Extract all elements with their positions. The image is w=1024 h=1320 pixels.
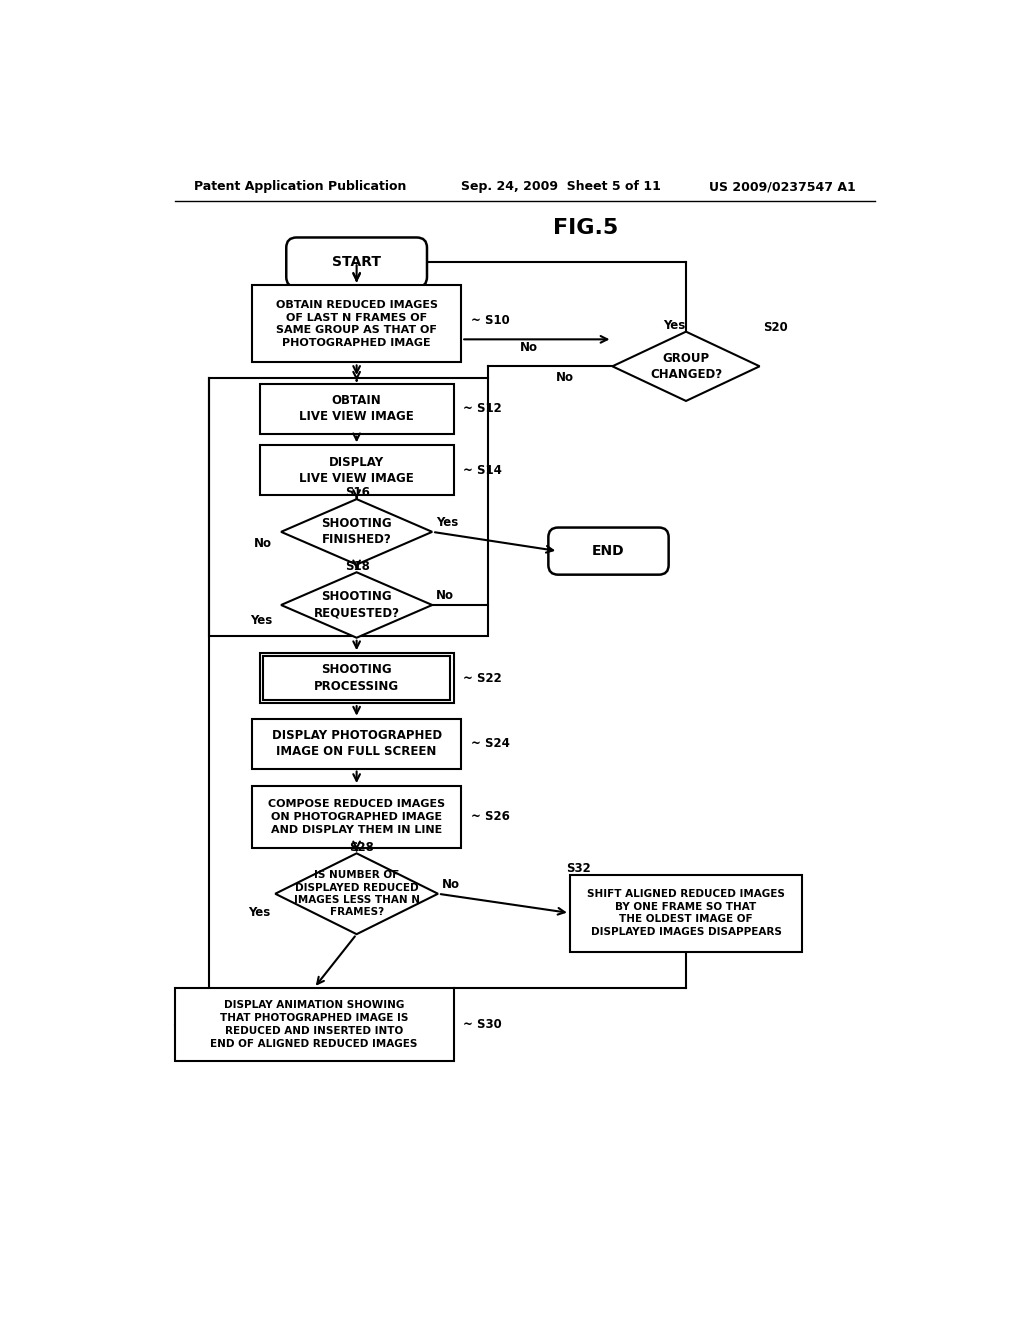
Text: SHOOTING
REQUESTED?: SHOOTING REQUESTED?	[313, 590, 399, 619]
Text: No: No	[436, 589, 454, 602]
Text: Sep. 24, 2009  Sheet 5 of 11: Sep. 24, 2009 Sheet 5 of 11	[461, 181, 662, 194]
Text: Yes: Yes	[248, 907, 270, 920]
FancyBboxPatch shape	[263, 656, 451, 700]
FancyBboxPatch shape	[260, 445, 454, 495]
FancyBboxPatch shape	[549, 528, 669, 574]
FancyBboxPatch shape	[252, 718, 461, 768]
Text: SHOOTING
PROCESSING: SHOOTING PROCESSING	[314, 664, 399, 693]
Text: S28: S28	[349, 841, 374, 854]
Text: S32: S32	[566, 862, 591, 875]
Text: No: No	[254, 537, 272, 550]
Text: DISPLAY ANIMATION SHOWING
THAT PHOTOGRAPHED IMAGE IS
REDUCED AND INSERTED INTO
E: DISPLAY ANIMATION SHOWING THAT PHOTOGRAP…	[210, 1001, 418, 1049]
Text: SHIFT ALIGNED REDUCED IMAGES
BY ONE FRAME SO THAT
THE OLDEST IMAGE OF
DISPLAYED : SHIFT ALIGNED REDUCED IMAGES BY ONE FRAM…	[587, 888, 785, 937]
FancyBboxPatch shape	[260, 653, 454, 704]
Text: S16: S16	[345, 487, 370, 499]
FancyBboxPatch shape	[252, 285, 461, 363]
Text: ~ S26: ~ S26	[471, 810, 509, 824]
FancyBboxPatch shape	[569, 875, 802, 952]
FancyBboxPatch shape	[260, 384, 454, 434]
Text: DISPLAY
LIVE VIEW IMAGE: DISPLAY LIVE VIEW IMAGE	[299, 455, 414, 484]
Text: ~ S30: ~ S30	[463, 1018, 502, 1031]
Text: GROUP
CHANGED?: GROUP CHANGED?	[650, 352, 722, 380]
Polygon shape	[275, 853, 438, 935]
Text: ~ S12: ~ S12	[463, 403, 502, 416]
Text: No: No	[519, 341, 538, 354]
Text: OBTAIN
LIVE VIEW IMAGE: OBTAIN LIVE VIEW IMAGE	[299, 393, 414, 424]
Text: OBTAIN REDUCED IMAGES
OF LAST N FRAMES OF
SAME GROUP AS THAT OF
PHOTOGRAPHED IMA: OBTAIN REDUCED IMAGES OF LAST N FRAMES O…	[275, 300, 437, 348]
Text: DISPLAY PHOTOGRAPHED
IMAGE ON FULL SCREEN: DISPLAY PHOTOGRAPHED IMAGE ON FULL SCREE…	[271, 729, 441, 759]
Text: Patent Application Publication: Patent Application Publication	[194, 181, 407, 194]
Text: COMPOSE REDUCED IMAGES
ON PHOTOGRAPHED IMAGE
AND DISPLAY THEM IN LINE: COMPOSE REDUCED IMAGES ON PHOTOGRAPHED I…	[268, 799, 445, 834]
Text: END: END	[592, 544, 625, 558]
Text: ~ S22: ~ S22	[463, 672, 502, 685]
Text: ~ S14: ~ S14	[463, 463, 502, 477]
Text: Yes: Yes	[436, 516, 459, 529]
Text: Yes: Yes	[663, 319, 685, 333]
Polygon shape	[281, 499, 432, 565]
Text: FIG.5: FIG.5	[553, 218, 617, 238]
Text: IS NUMBER OF
DISPLAYED REDUCED
IMAGES LESS THAN N
FRAMES?: IS NUMBER OF DISPLAYED REDUCED IMAGES LE…	[294, 870, 420, 917]
Text: SHOOTING
FINISHED?: SHOOTING FINISHED?	[322, 517, 392, 546]
FancyBboxPatch shape	[252, 785, 461, 847]
Text: No: No	[556, 371, 573, 384]
Text: No: No	[442, 878, 460, 891]
Polygon shape	[281, 573, 432, 638]
Text: S20: S20	[764, 321, 788, 334]
FancyBboxPatch shape	[174, 989, 454, 1061]
FancyBboxPatch shape	[287, 238, 427, 288]
Polygon shape	[612, 331, 760, 401]
Text: Yes: Yes	[250, 614, 272, 627]
Text: ~ S24: ~ S24	[471, 737, 509, 750]
Text: ~ S10: ~ S10	[471, 314, 509, 326]
Text: START: START	[332, 255, 381, 269]
Text: US 2009/0237547 A1: US 2009/0237547 A1	[710, 181, 856, 194]
Text: S18: S18	[345, 560, 370, 573]
